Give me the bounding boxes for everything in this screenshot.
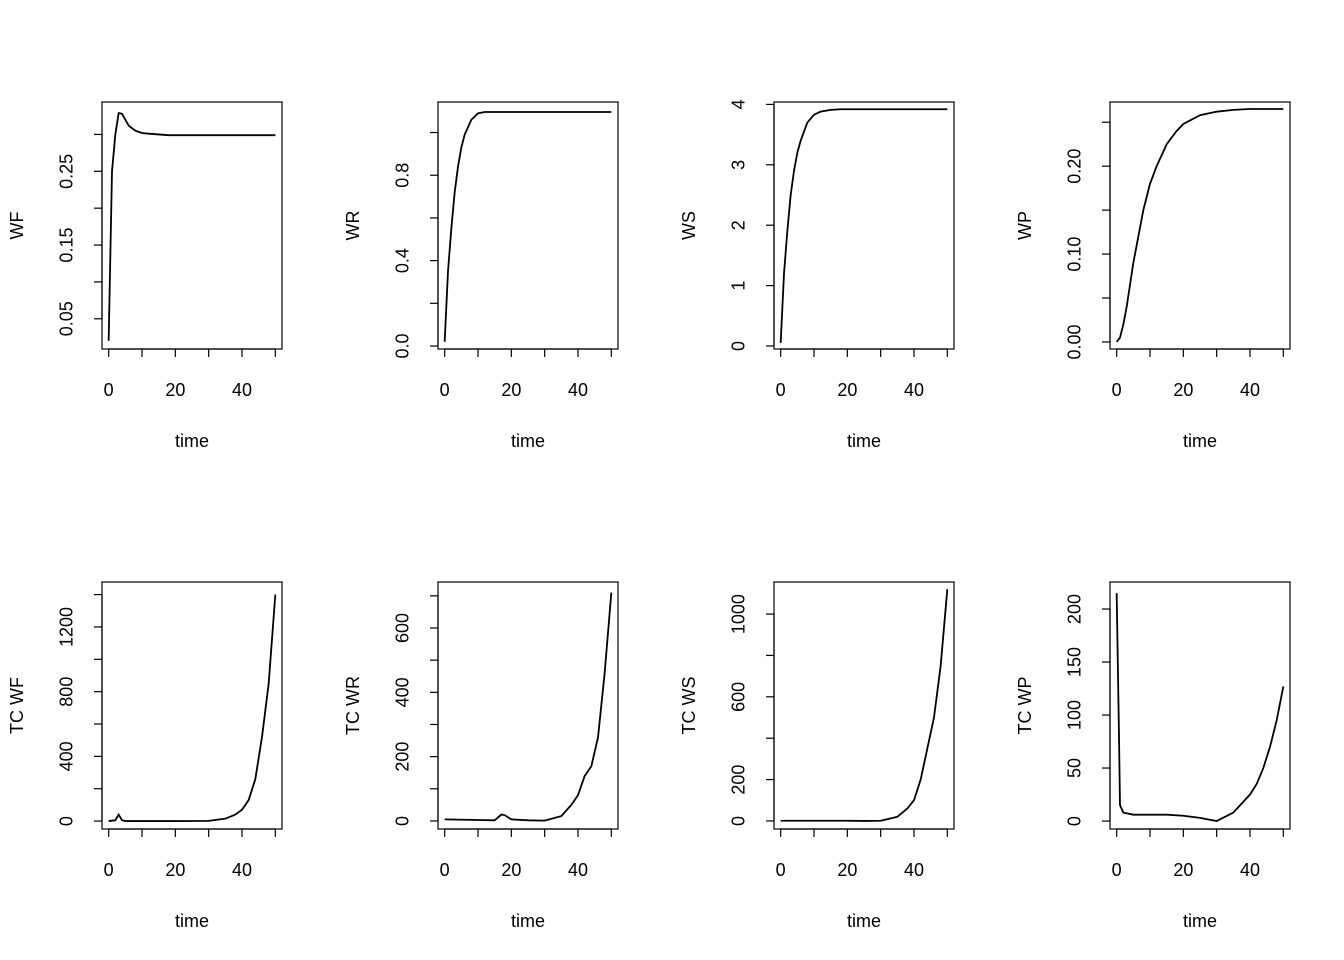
x-tick-label: 20 <box>501 860 521 880</box>
y-axis-label: TC WR <box>343 676 363 735</box>
x-tick-label: 40 <box>232 860 252 880</box>
plot-frame <box>1109 101 1291 350</box>
x-axis-label: time <box>1183 911 1217 931</box>
y-tick-label: 0.0 <box>393 333 413 358</box>
y-tick-label: 0 <box>729 816 749 826</box>
data-line <box>1115 108 1284 343</box>
y-tick-label: 150 <box>1065 647 1085 677</box>
y-axis-label: TC WS <box>679 677 699 735</box>
y-tick-label: 4 <box>729 99 749 109</box>
x-axis-label: time <box>175 911 209 931</box>
y-tick-label: 1200 <box>57 607 77 647</box>
data-line <box>444 592 613 822</box>
x-axis-label: time <box>511 911 545 931</box>
x-tick-label: 20 <box>501 380 521 400</box>
x-tick-label: 20 <box>165 380 185 400</box>
data-line <box>780 589 949 822</box>
y-tick-label: 0 <box>729 341 749 351</box>
x-tick-label: 20 <box>837 380 857 400</box>
x-tick-label: 40 <box>568 380 588 400</box>
y-axis-label: WP <box>1015 211 1035 240</box>
plot-frame <box>101 101 283 350</box>
y-tick-label: 200 <box>1065 594 1085 624</box>
x-tick-label: 0 <box>1112 860 1122 880</box>
x-axis-label: time <box>847 431 881 451</box>
y-tick-label: 800 <box>57 677 77 707</box>
x-axis-label: time <box>511 431 545 451</box>
x-tick-label: 0 <box>776 860 786 880</box>
data-line <box>107 111 276 341</box>
y-tick-label: 600 <box>729 682 749 712</box>
y-tick-label: 3 <box>729 160 749 170</box>
y-tick-label: 100 <box>1065 700 1085 730</box>
y-tick-label: 0.15 <box>57 228 77 263</box>
y-tick-label: 1 <box>729 281 749 291</box>
plot-frame <box>773 581 955 830</box>
y-tick-label: 0 <box>57 816 77 826</box>
y-tick-label: 0.00 <box>1065 324 1085 359</box>
y-axis-label: TC WP <box>1015 677 1035 735</box>
x-tick-label: 0 <box>1112 380 1122 400</box>
y-tick-label: 0 <box>393 816 413 826</box>
x-tick-label: 0 <box>440 860 450 880</box>
x-tick-label: 40 <box>1240 860 1260 880</box>
x-tick-label: 40 <box>232 380 252 400</box>
x-tick-label: 20 <box>165 860 185 880</box>
plot-frame <box>1109 581 1291 830</box>
y-tick-label: 0.05 <box>57 301 77 336</box>
x-tick-label: 20 <box>1173 380 1193 400</box>
plot-frame <box>437 101 619 350</box>
y-tick-label: 50 <box>1065 758 1085 778</box>
x-axis-label: time <box>175 431 209 451</box>
y-tick-label: 0.25 <box>57 154 77 189</box>
y-tick-label: 0 <box>1065 816 1085 826</box>
y-tick-label: 1000 <box>729 594 749 634</box>
x-tick-label: 0 <box>104 380 114 400</box>
x-tick-label: 0 <box>440 380 450 400</box>
plot-frame <box>437 581 619 830</box>
y-tick-label: 600 <box>393 613 413 643</box>
x-tick-label: 20 <box>1173 860 1193 880</box>
x-tick-label: 40 <box>568 860 588 880</box>
x-tick-label: 20 <box>837 860 857 880</box>
data-line <box>1115 593 1285 822</box>
y-tick-label: 400 <box>57 741 77 771</box>
x-tick-label: 40 <box>1240 380 1260 400</box>
x-axis-label: time <box>847 911 881 931</box>
y-tick-label: 2 <box>729 220 749 230</box>
data-line <box>779 108 948 344</box>
y-tick-label: 200 <box>729 765 749 795</box>
x-axis-label: time <box>1183 431 1217 451</box>
data-line <box>443 111 612 342</box>
y-axis-label: WS <box>679 211 699 240</box>
y-axis-label: WF <box>7 212 27 240</box>
y-tick-label: 200 <box>393 742 413 772</box>
x-tick-label: 0 <box>104 860 114 880</box>
plot-frame <box>101 581 283 830</box>
y-tick-label: 0.4 <box>393 248 413 273</box>
data-line <box>108 594 277 822</box>
x-tick-label: 0 <box>776 380 786 400</box>
x-tick-label: 40 <box>904 380 924 400</box>
y-axis-label: TC WF <box>7 677 27 734</box>
x-tick-label: 40 <box>904 860 924 880</box>
y-tick-label: 0.20 <box>1065 149 1085 184</box>
y-tick-label: 400 <box>393 677 413 707</box>
y-tick-label: 0.10 <box>1065 237 1085 272</box>
y-tick-label: 0.8 <box>393 163 413 188</box>
y-axis-label: WR <box>343 211 363 241</box>
